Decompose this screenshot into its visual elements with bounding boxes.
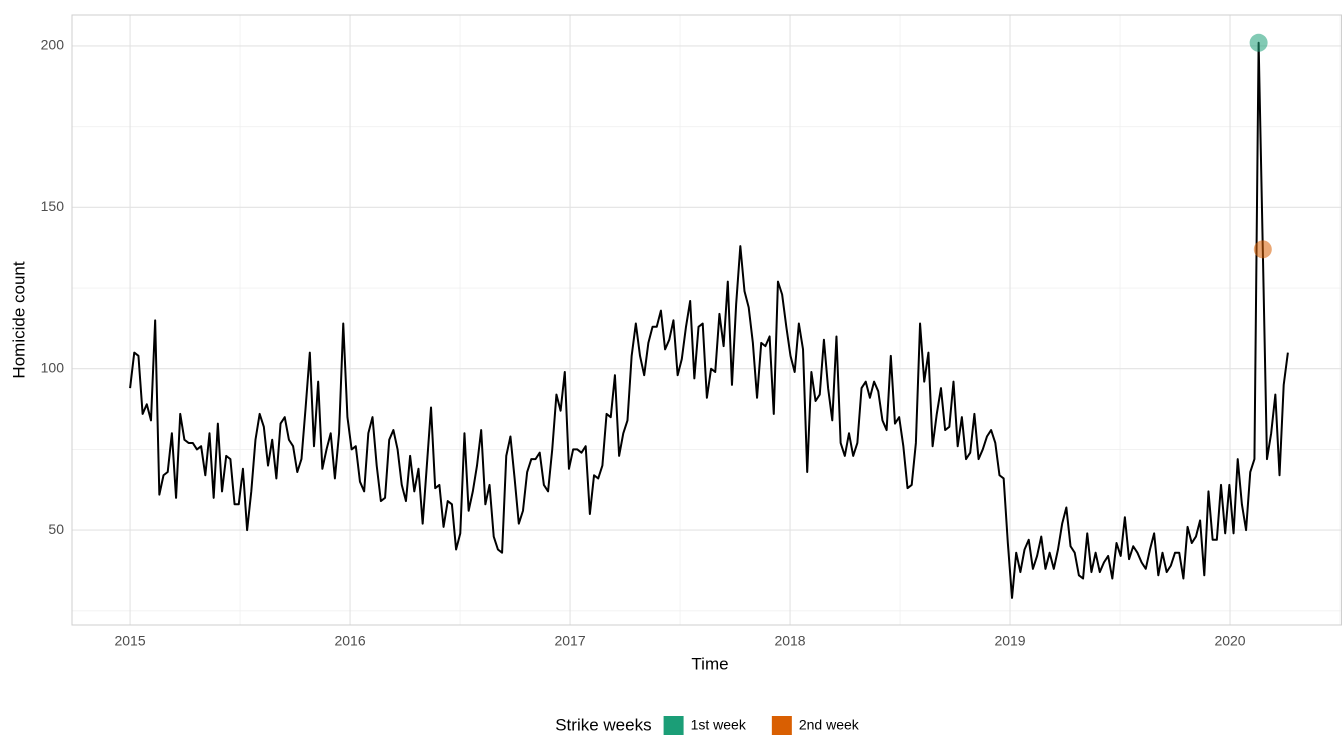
x-tick-label: 2015: [114, 633, 145, 649]
panel-border: [71, 14, 1342, 626]
legend-swatch: [771, 716, 792, 735]
grid: [72, 15, 1342, 625]
x-tick-label: 2018: [774, 633, 805, 649]
y-tick-label: 200: [41, 37, 65, 53]
legend-swatch: [663, 716, 684, 735]
y-tick-label: 100: [41, 359, 65, 375]
x-axis-title: Time: [691, 654, 728, 673]
y-axis-title: Homicide count: [9, 261, 28, 378]
y-tick-label: 150: [41, 198, 65, 214]
legend: Strike weeks 1st week 2nd week: [555, 715, 860, 735]
legend-label: 1st week: [691, 717, 747, 733]
y-tick-label: 50: [48, 521, 64, 537]
x-tick-label: 2016: [334, 633, 365, 649]
highlight-point: [1253, 240, 1272, 259]
legend-label: 2nd week: [799, 717, 860, 733]
x-tick-label: 2019: [994, 633, 1025, 649]
x-tick-label: 2017: [554, 633, 585, 649]
legend-title: Strike weeks: [555, 715, 651, 734]
line: [129, 41, 1289, 599]
x-tick-label: 2020: [1214, 633, 1245, 649]
highlight-point: [1249, 33, 1268, 52]
